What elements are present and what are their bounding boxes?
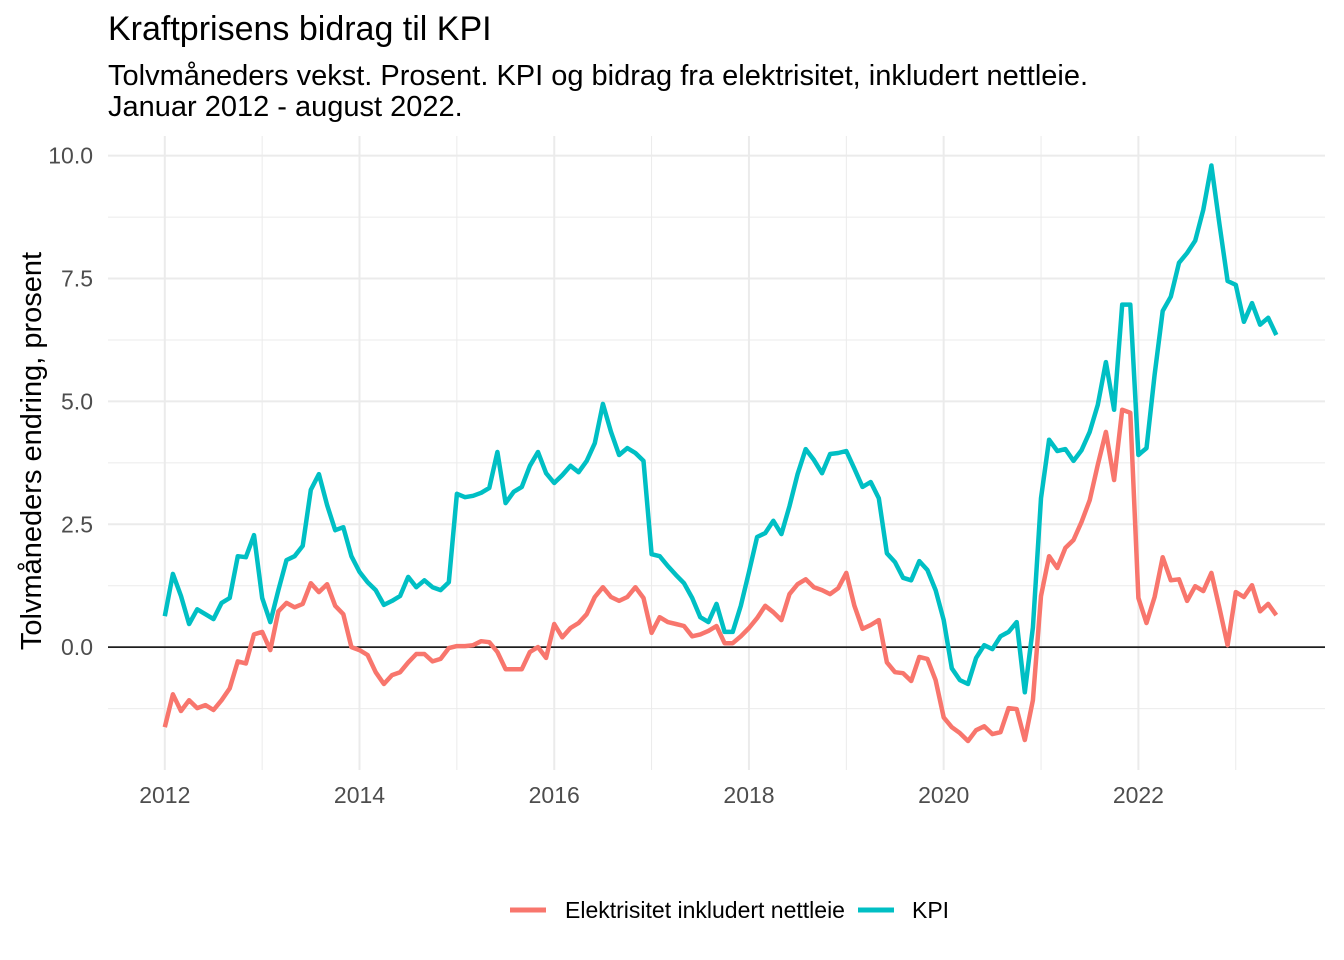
chart-subtitle-line-2: Januar 2012 - august 2022. bbox=[108, 91, 463, 123]
x-tick-label: 2012 bbox=[139, 782, 190, 808]
y-tick-label: 10.0 bbox=[48, 143, 93, 169]
y-axis-tick-labels: 0.0 2.5 5.0 7.5 10.0 bbox=[48, 143, 93, 660]
chart-title: Kraftprisens bidrag til KPI bbox=[108, 10, 492, 48]
y-tick-label: 2.5 bbox=[61, 511, 93, 537]
x-tick-label: 2022 bbox=[1113, 782, 1164, 808]
y-axis-title: Tolvmåneders endring, prosent bbox=[16, 252, 48, 650]
x-tick-label: 2014 bbox=[334, 782, 385, 808]
x-tick-label: 2020 bbox=[918, 782, 969, 808]
y-tick-label: 7.5 bbox=[61, 266, 93, 292]
legend-label-kpi: KPI bbox=[912, 897, 949, 923]
series-line-elektrisitet bbox=[162, 407, 1279, 744]
legend-label-elektrisitet: Elektrisitet inkludert nettleie bbox=[565, 897, 845, 923]
series-lines bbox=[162, 163, 1279, 744]
x-tick-label: 2016 bbox=[529, 782, 580, 808]
series-line-kpi bbox=[162, 163, 1279, 695]
legend: Elektrisitet inkludert nettleie KPI bbox=[510, 897, 949, 923]
chart-subtitle-line-1: Tolvmåneders vekst. Prosent. KPI og bidr… bbox=[108, 60, 1088, 92]
x-tick-label: 2018 bbox=[723, 782, 774, 808]
y-tick-label: 5.0 bbox=[61, 388, 93, 414]
x-axis-tick-labels: 2012 2014 2016 2018 2020 2022 bbox=[139, 782, 1164, 808]
y-tick-label: 0.0 bbox=[61, 634, 93, 660]
